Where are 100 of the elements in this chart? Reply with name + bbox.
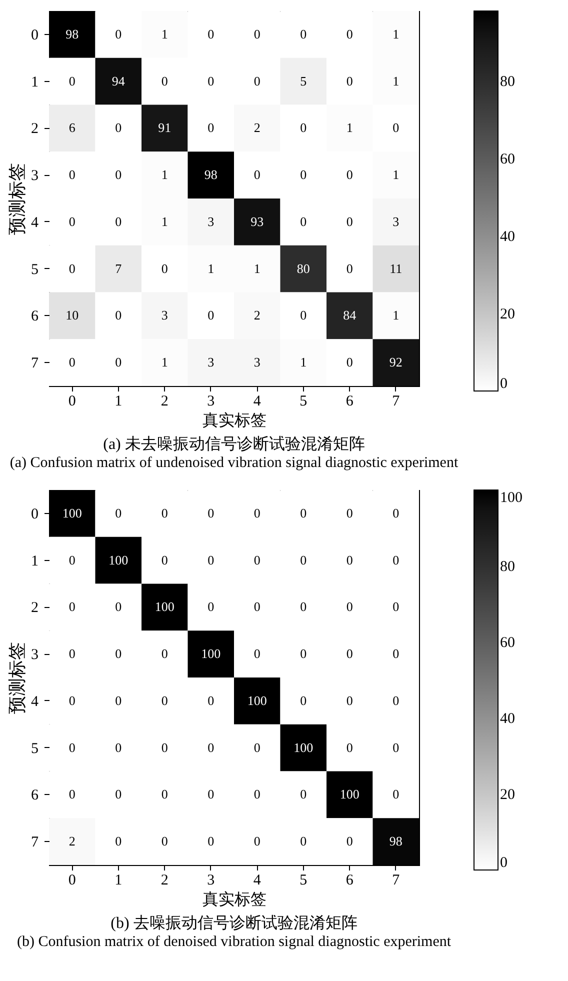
data-label: 0 bbox=[300, 505, 307, 520]
color-bar-label: 0 bbox=[500, 376, 508, 392]
y-tick-label: 0 bbox=[31, 27, 38, 44]
x-tick-label: 2 bbox=[160, 394, 168, 410]
data-label: 0 bbox=[68, 740, 76, 755]
data-label: 11 bbox=[390, 260, 402, 276]
y-tick-label: 7 bbox=[31, 834, 39, 851]
y-tick-label: 2 bbox=[31, 600, 38, 616]
data-label: 1 bbox=[161, 214, 168, 229]
data-label: 0 bbox=[115, 26, 122, 42]
y-axis-title: 预测标签 bbox=[7, 642, 27, 714]
data-label: 5 bbox=[300, 73, 307, 88]
data-label: 0 bbox=[300, 692, 307, 708]
data-label: 0 bbox=[161, 552, 168, 568]
data-label: 0 bbox=[68, 552, 76, 568]
data-label: 0 bbox=[115, 646, 122, 662]
data-label: 1 bbox=[161, 26, 168, 42]
data-label: 0 bbox=[208, 740, 214, 755]
data-label: 2 bbox=[254, 308, 260, 323]
data-label: 0 bbox=[300, 552, 307, 568]
data-label: 1 bbox=[208, 260, 214, 276]
y-tick-label: 3 bbox=[31, 168, 38, 184]
data-label: 0 bbox=[392, 692, 400, 708]
data-label: 100 bbox=[154, 599, 174, 614]
data-label: 0 bbox=[208, 120, 214, 136]
data-label: 3 bbox=[392, 214, 400, 229]
color-bar-label: 80 bbox=[500, 74, 515, 90]
data-label: 0 bbox=[254, 740, 260, 755]
y-tick-label: 1 bbox=[31, 553, 38, 570]
data-label: 0 bbox=[208, 308, 214, 323]
text: (a) Confusion matrix of undenoised vibration signal diagnostic experiment bbox=[10, 455, 459, 471]
data-label: 2 bbox=[68, 834, 76, 849]
data-label: 0 bbox=[254, 646, 260, 662]
data-label: 0 bbox=[346, 354, 353, 370]
y-tick-label: 5 bbox=[31, 740, 38, 757]
data-label: 0 bbox=[115, 505, 122, 520]
data-label: 0 bbox=[208, 26, 214, 42]
data-label: 94 bbox=[112, 73, 126, 88]
data-label: 7 bbox=[115, 260, 122, 276]
x-tick-label: 4 bbox=[253, 394, 262, 410]
y-tick-label: 7 bbox=[31, 356, 39, 372]
data-label: 0 bbox=[300, 120, 307, 136]
data-label: 1 bbox=[300, 354, 307, 370]
data-label: 0 bbox=[346, 646, 353, 662]
data-label: 0 bbox=[161, 740, 168, 755]
data-label: 1 bbox=[346, 120, 353, 136]
data-label: 1 bbox=[392, 73, 400, 88]
text: (b) 去噪振动信号诊断试验混淆矩阵 bbox=[110, 914, 358, 932]
data-label: 98 bbox=[389, 834, 402, 849]
color-bar-label: 20 bbox=[500, 787, 515, 803]
data-label: 0 bbox=[115, 354, 122, 370]
data-label: 0 bbox=[254, 505, 260, 520]
data-label: 0 bbox=[208, 692, 214, 708]
y-tick-label: 6 bbox=[31, 308, 39, 325]
data-label: 0 bbox=[208, 786, 214, 802]
color-bar-label: 20 bbox=[500, 306, 515, 322]
x-tick-label: 3 bbox=[207, 872, 215, 888]
data-label: 0 bbox=[161, 834, 168, 849]
data-label: 98 bbox=[204, 167, 218, 182]
y-tick-label: 5 bbox=[31, 262, 38, 278]
color-bar-label: 80 bbox=[500, 559, 515, 575]
data-label: 84 bbox=[343, 308, 357, 323]
data-label: 0 bbox=[300, 646, 307, 662]
x-tick-label: 6 bbox=[346, 394, 354, 410]
y-tick-label: 4 bbox=[31, 214, 39, 231]
data-label: 0 bbox=[68, 260, 76, 276]
data-label: 0 bbox=[115, 692, 122, 708]
data-label: 0 bbox=[115, 740, 122, 755]
data-label: 10 bbox=[66, 308, 79, 323]
data-label: 100 bbox=[247, 692, 267, 708]
data-label: 0 bbox=[115, 834, 122, 849]
data-label: 0 bbox=[392, 552, 400, 568]
data-label: 80 bbox=[296, 260, 310, 276]
data-label: 0 bbox=[346, 505, 353, 520]
data-label: 0 bbox=[68, 599, 76, 614]
color-bar-label: 60 bbox=[500, 635, 515, 651]
data-label: 0 bbox=[346, 260, 353, 276]
x-axis-title: 真实标签 bbox=[202, 890, 266, 908]
data-label: 0 bbox=[300, 786, 307, 802]
data-label: 0 bbox=[208, 599, 214, 614]
data-label: 0 bbox=[392, 740, 400, 755]
data-label: 100 bbox=[340, 786, 360, 802]
data-label: 0 bbox=[68, 692, 76, 708]
data-label: 1 bbox=[161, 354, 168, 370]
data-label: 0 bbox=[68, 354, 76, 370]
data-label: 1 bbox=[392, 26, 400, 42]
data-label: 0 bbox=[300, 214, 307, 229]
data-label: 93 bbox=[250, 214, 264, 229]
data-label: 0 bbox=[300, 26, 307, 42]
data-label: 0 bbox=[392, 599, 400, 614]
data-label: 2 bbox=[254, 120, 260, 136]
x-tick-label: 0 bbox=[68, 394, 76, 410]
y-tick-label: 3 bbox=[31, 647, 38, 664]
data-label: 0 bbox=[300, 834, 307, 849]
data-label: 100 bbox=[201, 646, 221, 662]
x-axis-title: 真实标签 bbox=[202, 412, 266, 430]
data-label: 0 bbox=[254, 552, 260, 568]
data-label: 0 bbox=[161, 505, 168, 520]
x-tick-label: 7 bbox=[392, 872, 400, 888]
data-label: 0 bbox=[346, 552, 353, 568]
